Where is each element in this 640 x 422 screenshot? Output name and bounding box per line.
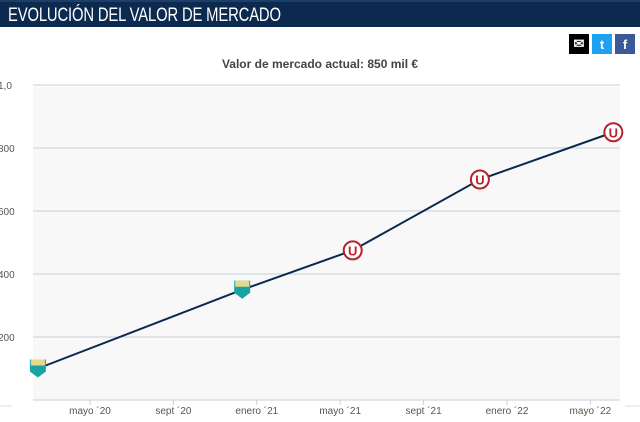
x-tick-label: mayo ´20	[69, 405, 111, 417]
facebook-share-button[interactable]: f	[615, 34, 635, 54]
crest-band	[30, 359, 45, 366]
chart-title: Valor de mercado actual: 850 mil €	[221, 57, 419, 71]
x-tick-label: mayo ´21	[319, 405, 361, 417]
y-tick-label: 800	[0, 144, 15, 155]
crest-letter: U	[348, 243, 357, 258]
y-tick-label: 600	[0, 207, 15, 218]
y-tick-label: 400	[0, 270, 15, 281]
x-tick-label: mayo ´22	[570, 405, 612, 417]
x-tick-label: sept ´20	[155, 405, 192, 417]
facebook-icon: f	[622, 36, 628, 52]
section-header: EVOLUCIÓN DEL VALOR DE MERCADO	[0, 0, 640, 27]
x-tick-label: sept ´21	[406, 405, 443, 417]
plot-area	[33, 87, 620, 400]
crest-band	[235, 280, 250, 287]
y-tick-label: 1,0	[0, 81, 12, 92]
section-title: EVOLUCIÓN DEL VALOR DE MERCADO	[8, 5, 281, 26]
twitter-icon: t	[599, 36, 605, 52]
y-tick-label: 200	[0, 333, 15, 344]
envelope-icon: ✉	[573, 36, 585, 51]
email-share-button[interactable]: ✉	[569, 34, 589, 54]
crest-letter: U	[475, 173, 484, 188]
x-tick-label: enero ´21	[235, 405, 278, 417]
x-tick-label: enero ´22	[486, 405, 529, 417]
universitario-crest-icon	[603, 122, 624, 143]
universitario-crest-icon	[469, 169, 490, 190]
universitario-crest-icon	[342, 240, 363, 261]
twitter-share-button[interactable]: t	[592, 34, 612, 54]
crest-letter: U	[609, 125, 618, 140]
